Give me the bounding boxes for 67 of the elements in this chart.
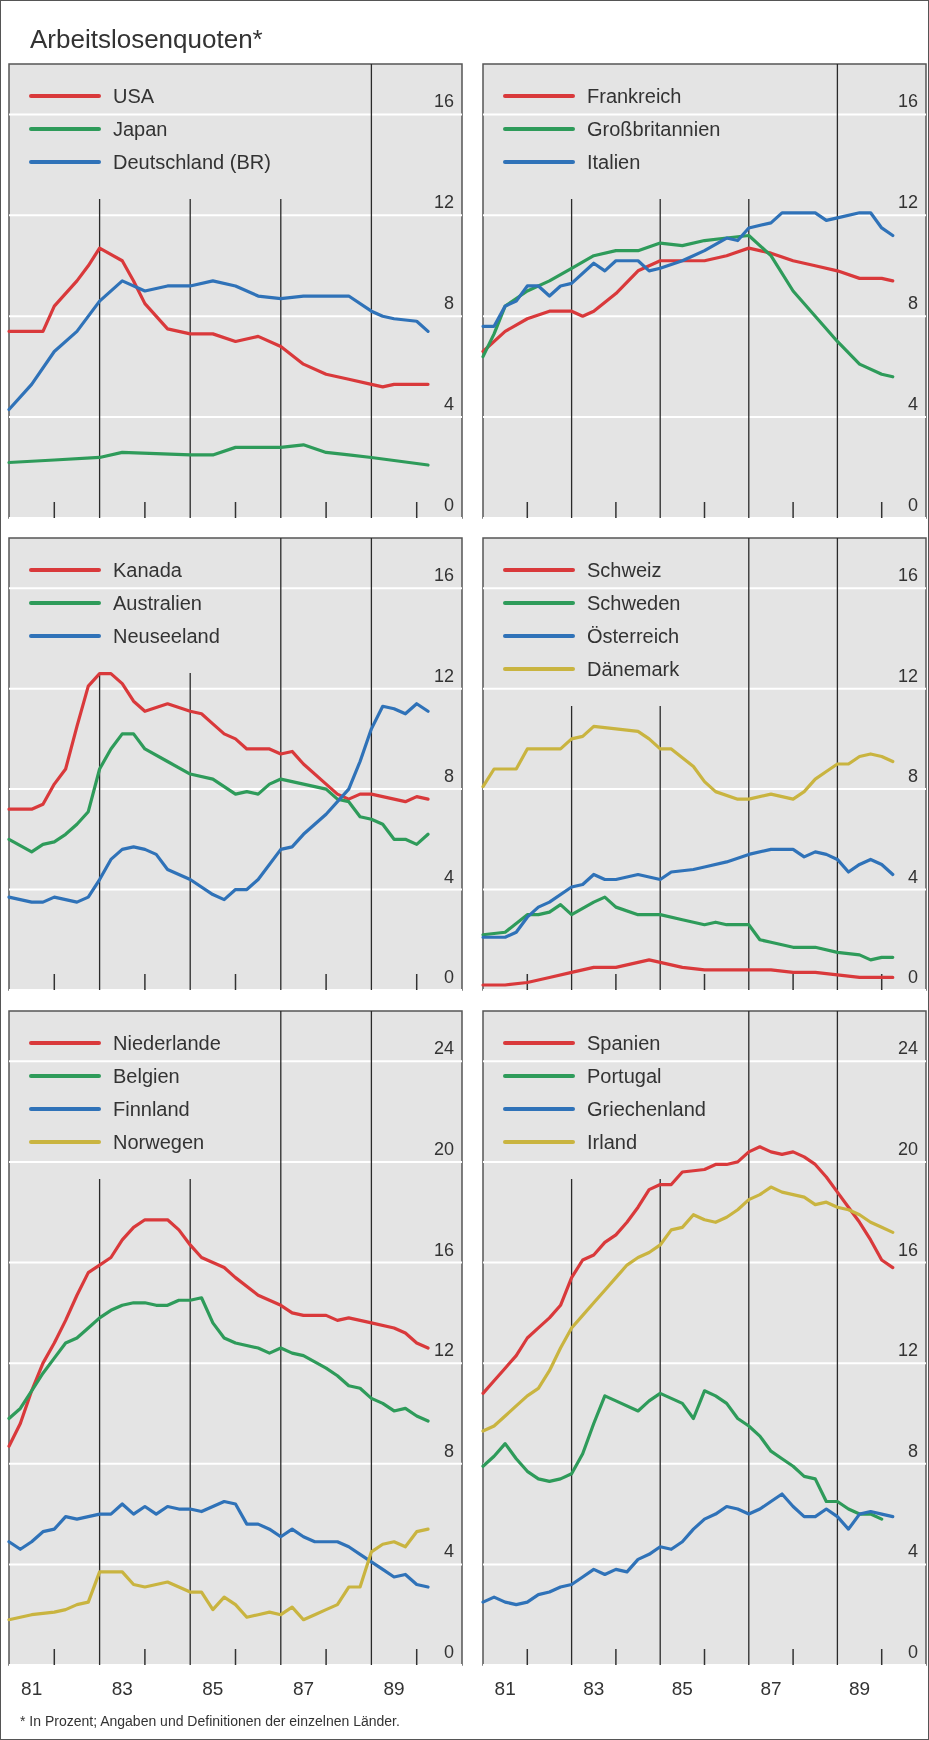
y-tick-label: 0 xyxy=(907,1641,918,1662)
legend-label: Großbritannien xyxy=(586,117,720,140)
x-tick-label: 83 xyxy=(582,1677,604,1699)
legend-label: Deutschland (BR) xyxy=(112,150,271,173)
y-tick-label: 8 xyxy=(907,292,918,313)
y-tick-label: 4 xyxy=(443,1540,454,1561)
x-tick-label: 83 xyxy=(111,1677,133,1699)
legend-label: Frankreich xyxy=(586,84,681,107)
y-tick-label: 0 xyxy=(907,966,918,987)
x-tick-label: 89 xyxy=(382,1677,405,1699)
legend-label: Portugal xyxy=(586,1064,661,1087)
legend-label: Finnland xyxy=(112,1097,190,1120)
legend-label: Neuseeland xyxy=(112,624,220,647)
y-tick-label: 0 xyxy=(907,494,918,515)
y-tick-label: 12 xyxy=(897,191,918,212)
y-tick-label: 24 xyxy=(897,1037,918,1058)
y-tick-label: 0 xyxy=(443,494,454,515)
y-tick-label: 12 xyxy=(897,1339,918,1360)
y-tick-label: 16 xyxy=(897,1239,918,1260)
legend-label: Irland xyxy=(586,1130,637,1153)
x-tick-label: 85 xyxy=(201,1677,223,1699)
y-tick-label: 20 xyxy=(433,1138,454,1159)
legend-label: Schweden xyxy=(586,591,680,614)
y-tick-label: 24 xyxy=(433,1037,454,1058)
legend-label: Belgien xyxy=(112,1064,180,1087)
x-tick-label: 87 xyxy=(292,1677,314,1699)
legend-label: Niederlande xyxy=(112,1031,221,1054)
legend-label: Schweiz xyxy=(586,558,661,581)
y-tick-label: 8 xyxy=(443,1440,454,1461)
y-tick-label: 8 xyxy=(443,765,454,786)
y-tick-label: 4 xyxy=(907,393,918,414)
y-tick-label: 12 xyxy=(433,1339,454,1360)
y-tick-label: 12 xyxy=(433,665,454,686)
legend-label: Norwegen xyxy=(112,1130,204,1153)
chart-title: Arbeitslosenquoten* xyxy=(29,23,263,54)
legend-label: Japan xyxy=(112,117,167,140)
y-tick-label: 0 xyxy=(443,966,454,987)
y-tick-label: 4 xyxy=(907,866,918,887)
y-tick-label: 8 xyxy=(907,765,918,786)
legend-label: Dänemark xyxy=(586,657,680,680)
x-tick-label: 81 xyxy=(20,1677,42,1699)
legend-label: USA xyxy=(112,84,155,107)
y-tick-label: 4 xyxy=(443,393,454,414)
y-tick-label: 8 xyxy=(443,292,454,313)
legend-label: Kanada xyxy=(112,558,183,581)
text: * In Prozent; Angaben und Definitionen der einzelnen Länder. xyxy=(19,1712,400,1729)
x-tick-label: 81 xyxy=(494,1677,516,1699)
legend-label: Griechenland xyxy=(586,1097,706,1120)
y-tick-label: 16 xyxy=(433,564,454,585)
y-tick-label: 16 xyxy=(897,564,918,585)
y-tick-label: 16 xyxy=(433,1239,454,1260)
x-tick-label: 87 xyxy=(759,1677,782,1699)
y-tick-label: 4 xyxy=(443,866,454,887)
y-tick-label: 0 xyxy=(443,1641,454,1662)
y-tick-label: 16 xyxy=(433,90,454,111)
y-tick-label: 12 xyxy=(897,665,918,686)
legend-label: Italien xyxy=(586,150,640,173)
x-tick-label: 85 xyxy=(671,1677,693,1699)
y-tick-label: 20 xyxy=(897,1138,918,1159)
legend-label: Österreich xyxy=(586,624,679,647)
y-tick-label: 8 xyxy=(907,1440,918,1461)
y-tick-label: 4 xyxy=(907,1540,918,1561)
y-tick-label: 16 xyxy=(897,90,918,111)
legend-label: Spanien xyxy=(586,1031,660,1054)
x-tick-label: 89 xyxy=(848,1677,870,1699)
y-tick-label: 12 xyxy=(433,191,454,212)
legend-label: Australien xyxy=(112,591,202,614)
